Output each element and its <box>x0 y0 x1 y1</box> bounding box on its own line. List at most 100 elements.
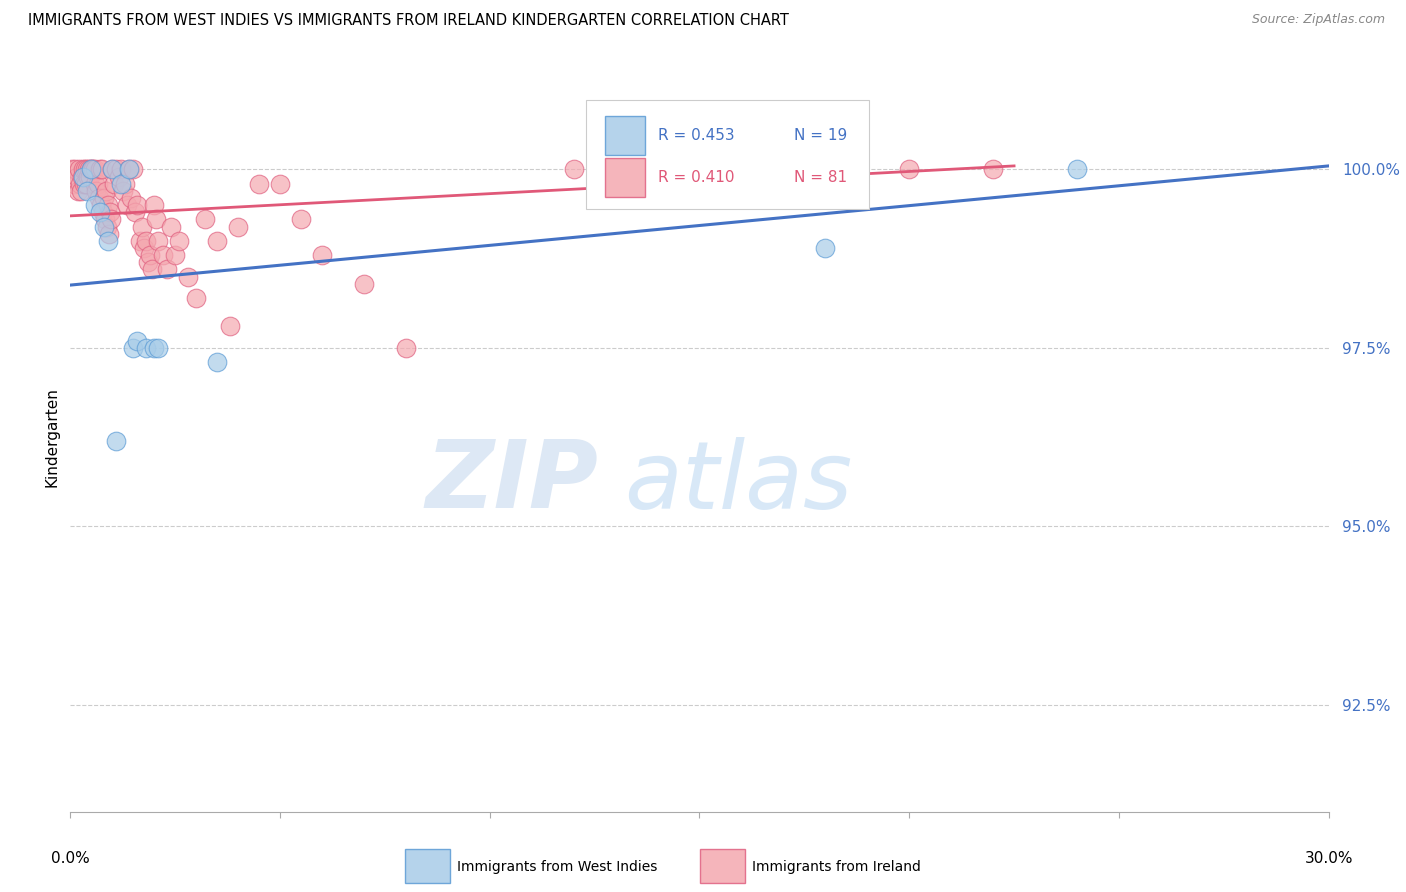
Point <box>143 198 166 212</box>
Point <box>131 219 153 234</box>
Text: Immigrants from Ireland: Immigrants from Ireland <box>752 860 921 874</box>
Point <box>75 177 97 191</box>
Point <box>86 177 108 191</box>
Point <box>111 184 134 198</box>
Point <box>89 198 111 212</box>
Point <box>93 191 115 205</box>
Point <box>90 162 112 177</box>
Point <box>1066 162 1088 177</box>
Point <box>98 205 121 219</box>
Point <box>165 248 187 262</box>
Point <box>66 184 89 198</box>
Point <box>898 162 921 177</box>
Point <box>143 341 166 355</box>
Point <box>118 162 141 177</box>
Point <box>73 162 96 177</box>
Point <box>135 341 157 355</box>
Point <box>76 162 98 177</box>
Point <box>72 162 94 177</box>
Point <box>124 205 146 219</box>
Y-axis label: Kindergarten: Kindergarten <box>44 387 59 487</box>
Point <box>160 219 183 234</box>
Point <box>82 162 104 177</box>
FancyBboxPatch shape <box>605 116 645 155</box>
Point <box>67 162 90 177</box>
Point <box>79 169 101 184</box>
Point <box>60 162 83 177</box>
Point <box>84 198 107 212</box>
Point <box>94 184 117 198</box>
Point <box>145 212 167 227</box>
Text: atlas: atlas <box>624 436 852 527</box>
Point <box>93 219 115 234</box>
Point <box>205 234 228 248</box>
Point <box>132 241 155 255</box>
Point <box>76 184 98 198</box>
Point <box>63 177 86 191</box>
Point <box>97 227 120 241</box>
Point <box>127 334 149 348</box>
Point <box>120 191 142 205</box>
Point <box>148 341 170 355</box>
Point <box>103 177 125 191</box>
Point <box>205 355 228 369</box>
Text: ZIP: ZIP <box>426 436 599 528</box>
Point <box>82 162 104 177</box>
Point <box>148 234 170 248</box>
Text: 30.0%: 30.0% <box>1305 851 1353 866</box>
Point <box>290 212 312 227</box>
Point <box>269 177 291 191</box>
Point <box>128 234 150 248</box>
Point <box>311 248 333 262</box>
Point <box>84 184 107 198</box>
Point <box>136 255 159 269</box>
Point <box>77 162 100 177</box>
Point <box>72 169 94 184</box>
Point <box>89 162 111 177</box>
Point <box>647 162 669 177</box>
Point <box>127 198 149 212</box>
Point <box>114 177 136 191</box>
Text: R = 0.453: R = 0.453 <box>658 128 734 144</box>
Point <box>247 177 270 191</box>
Point <box>218 319 240 334</box>
Point <box>69 177 91 191</box>
Point <box>107 169 129 184</box>
Point <box>156 262 179 277</box>
Point <box>122 162 145 177</box>
FancyBboxPatch shape <box>605 159 645 197</box>
Point <box>65 162 87 177</box>
Point <box>100 212 122 227</box>
Point <box>122 341 145 355</box>
Point <box>562 162 585 177</box>
Text: N = 81: N = 81 <box>794 170 846 186</box>
Point <box>101 162 124 177</box>
Point <box>115 198 138 212</box>
Point <box>93 212 115 227</box>
Point <box>169 234 191 248</box>
Point <box>105 434 128 448</box>
Point <box>814 241 837 255</box>
Point <box>981 162 1004 177</box>
Point <box>89 205 111 219</box>
Point <box>65 169 87 184</box>
Point <box>83 177 105 191</box>
Point <box>96 219 118 234</box>
Text: IMMIGRANTS FROM WEST INDIES VS IMMIGRANTS FROM IRELAND KINDERGARTEN CORRELATION : IMMIGRANTS FROM WEST INDIES VS IMMIGRANT… <box>28 13 789 29</box>
Point <box>177 269 200 284</box>
Point <box>395 341 418 355</box>
Point <box>97 234 120 248</box>
Point <box>70 169 93 184</box>
Point <box>135 234 157 248</box>
Point <box>193 212 215 227</box>
Text: Immigrants from West Indies: Immigrants from West Indies <box>457 860 658 874</box>
Text: N = 19: N = 19 <box>794 128 846 144</box>
FancyBboxPatch shape <box>586 100 869 209</box>
Point <box>105 162 128 177</box>
Point <box>141 262 163 277</box>
Text: R = 0.410: R = 0.410 <box>658 170 734 186</box>
Text: 0.0%: 0.0% <box>51 851 90 866</box>
Point <box>91 205 114 219</box>
Point <box>110 177 132 191</box>
Point <box>77 169 100 184</box>
